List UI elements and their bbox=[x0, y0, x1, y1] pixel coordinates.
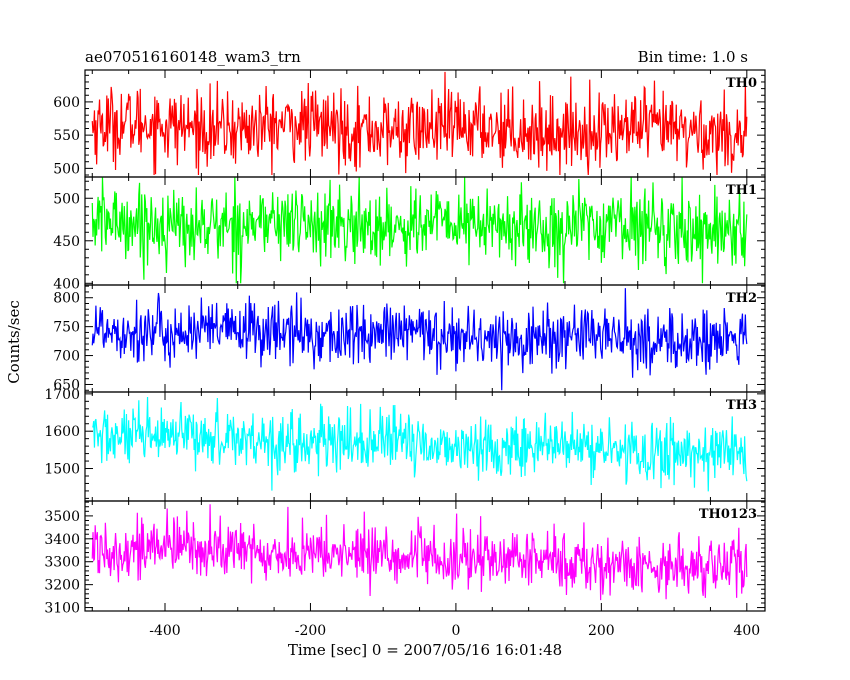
panel-label: TH1 bbox=[726, 183, 757, 198]
panel-label: TH2 bbox=[726, 291, 757, 306]
x-tick-label: 400 bbox=[733, 623, 760, 639]
bin-time-label: Bin time: 1.0 s bbox=[638, 48, 748, 66]
y-tick-label: 1600 bbox=[44, 424, 80, 440]
y-tick-label: 550 bbox=[53, 128, 80, 144]
y-tick-label: 3400 bbox=[44, 532, 80, 548]
panel-th0: 500 550 600 TH0 bbox=[53, 69, 766, 178]
x-tick-label: -200 bbox=[295, 623, 326, 639]
chart-title: ae070516160148_wam3_trn bbox=[85, 48, 301, 66]
y-tick-label: 500 bbox=[53, 191, 80, 207]
y-tick-label: 3300 bbox=[44, 555, 80, 571]
y-tick-label: 450 bbox=[53, 234, 80, 250]
panel-th0123: 3100 3200 3300 3400 3500 TH0123 bbox=[44, 500, 766, 617]
y-tick-label: 700 bbox=[53, 349, 80, 365]
series-line-th3 bbox=[92, 396, 748, 492]
y-tick-label: 3100 bbox=[44, 601, 80, 617]
y-tick-label: 1700 bbox=[44, 387, 80, 403]
y-tick-label: 400 bbox=[53, 276, 80, 292]
panel-th1: 400 450 500 TH1 bbox=[53, 176, 766, 292]
y-tick-label: 500 bbox=[53, 161, 80, 177]
panels: 500 550 600 TH0 400 450 500 TH1 650 700 750 800 TH2 1… bbox=[44, 69, 766, 639]
panel-label: TH0 bbox=[726, 76, 757, 91]
y-axis-label: Counts/sec bbox=[5, 300, 23, 384]
y-tick-label: 1500 bbox=[44, 462, 80, 478]
series-line-th0 bbox=[91, 71, 748, 176]
panel-th2: 650 700 750 800 TH2 bbox=[53, 284, 766, 393]
y-tick-label: 800 bbox=[53, 291, 80, 307]
y-tick-label: 3500 bbox=[44, 509, 80, 525]
y-tick-label: 600 bbox=[53, 95, 80, 111]
y-tick-label: 650 bbox=[53, 377, 80, 393]
x-tick-label: 200 bbox=[588, 623, 615, 639]
y-tick-label: 750 bbox=[53, 320, 80, 336]
x-tick-label: 0 bbox=[451, 623, 460, 639]
x-axis-label: Time [sec] 0 = 2007/05/16 16:01:48 bbox=[288, 641, 562, 659]
series-line-th2 bbox=[91, 288, 748, 391]
x-tick-label: -400 bbox=[149, 623, 180, 639]
series-line-th0123 bbox=[91, 504, 748, 601]
panel-frame bbox=[84, 500, 766, 612]
panel-label: TH0123 bbox=[699, 507, 757, 522]
panel-th3: 1500 1600 1700 TH3 bbox=[44, 387, 766, 502]
panel-label: TH3 bbox=[726, 398, 757, 413]
series-line-th1 bbox=[91, 176, 748, 284]
y-tick-label: 3200 bbox=[44, 578, 80, 594]
